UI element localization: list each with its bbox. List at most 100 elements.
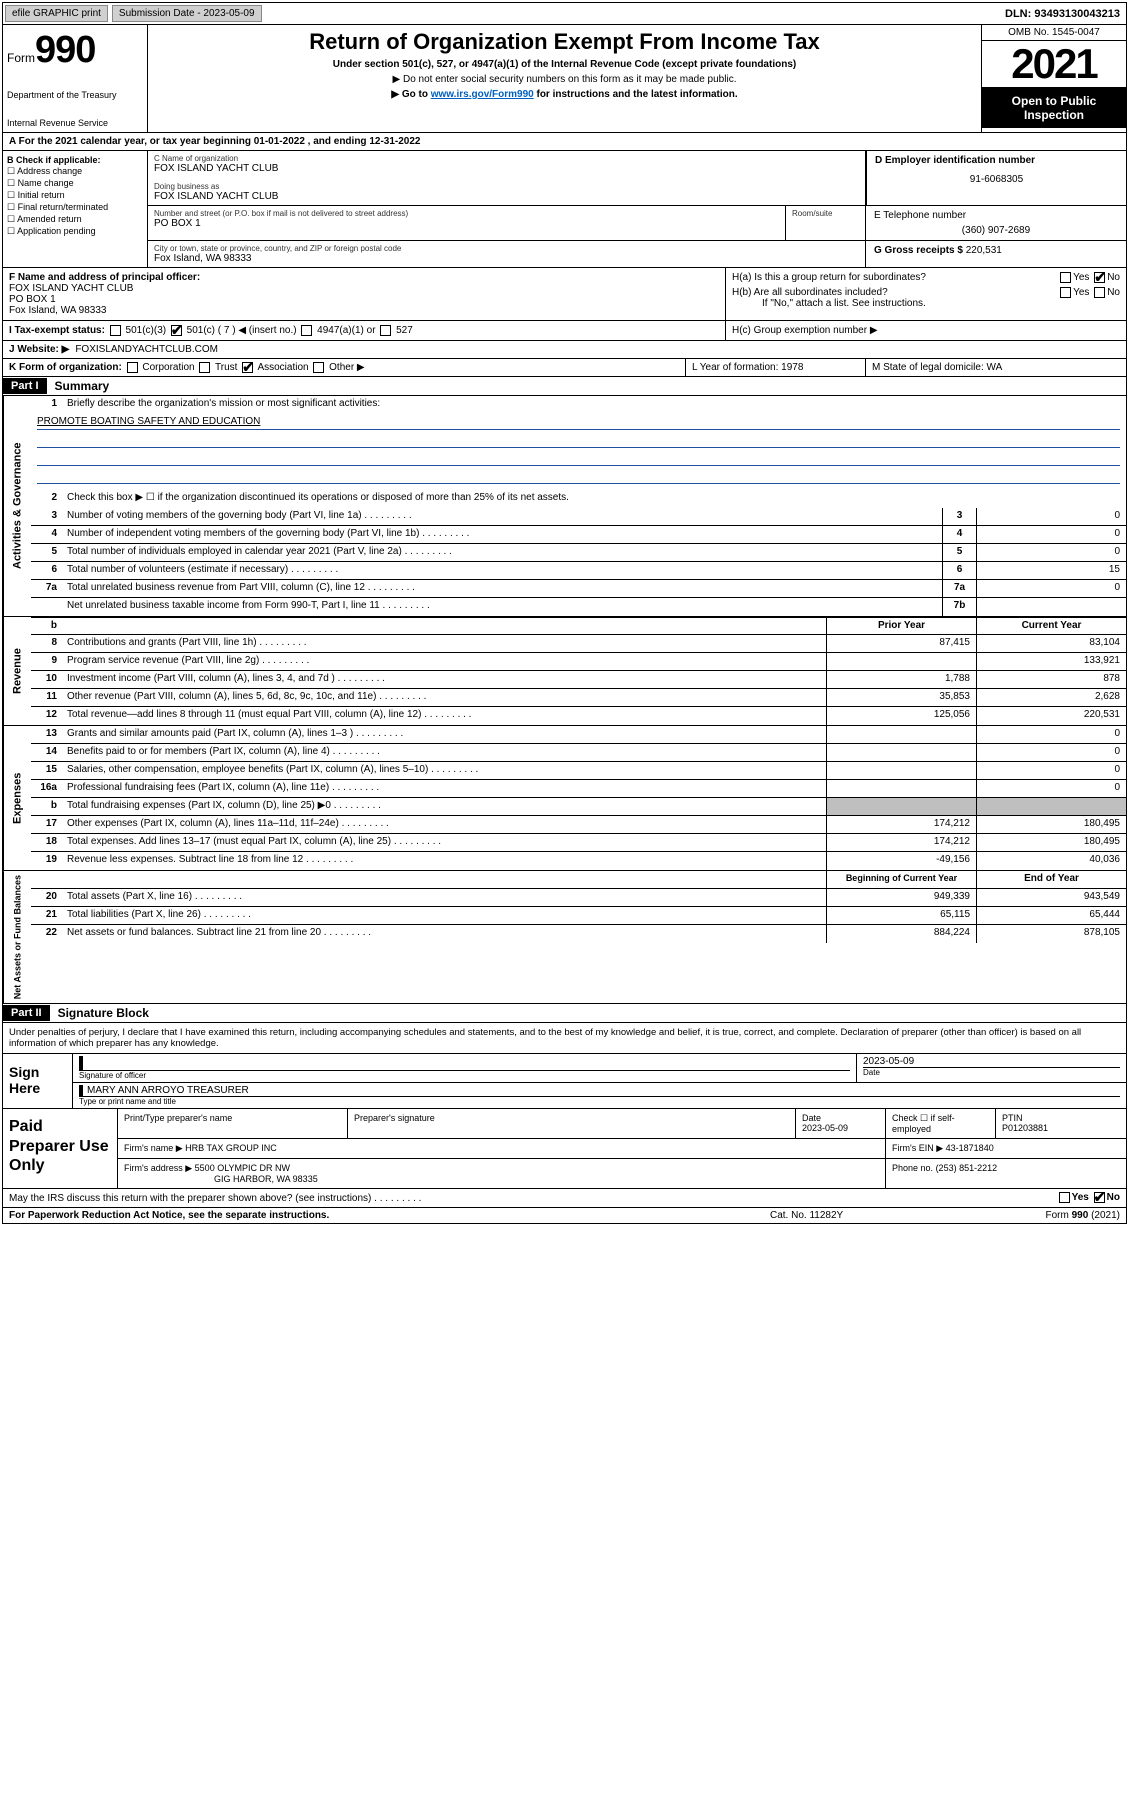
officer-addr2: Fox Island, WA 98333 bbox=[9, 305, 719, 316]
sig-officer-label: Signature of officer bbox=[79, 1070, 850, 1080]
note-link-post: for instructions and the latest informat… bbox=[534, 89, 738, 100]
line-2-text: Check this box ▶ ☐ if the organization d… bbox=[63, 490, 1126, 508]
firm-name: HRB TAX GROUP INC bbox=[185, 1143, 277, 1153]
prep-date: 2023-05-09 bbox=[802, 1123, 848, 1133]
check-self-employed[interactable]: Check ☐ if self-employed bbox=[886, 1109, 996, 1138]
footer-left: For Paperwork Reduction Act Notice, see … bbox=[9, 1210, 770, 1221]
summary-row: 16aProfessional fundraising fees (Part I… bbox=[31, 780, 1126, 798]
chk-name-change[interactable]: ☐ Name change bbox=[7, 178, 143, 189]
col-begin-year: Beginning of Current Year bbox=[826, 871, 976, 888]
section-b: B Check if applicable: ☐ Address change … bbox=[3, 151, 148, 267]
org-name: FOX ISLAND YACHT CLUB bbox=[154, 163, 859, 174]
summary-row: 3Number of voting members of the governi… bbox=[31, 508, 1126, 526]
summary-row: 8Contributions and grants (Part VIII, li… bbox=[31, 635, 1126, 653]
ptin-value: P01203881 bbox=[1002, 1123, 1048, 1133]
header-left: Form990 Department of the Treasury Inter… bbox=[3, 25, 148, 132]
firm-addr2: GIG HARBOR, WA 98335 bbox=[214, 1174, 318, 1184]
efile-print-button[interactable]: efile GRAPHIC print bbox=[5, 5, 108, 22]
sig-date: 2023-05-09 bbox=[863, 1056, 1120, 1067]
form-990-page: efile GRAPHIC print Submission Date - 20… bbox=[2, 2, 1127, 1224]
irs-discuss-no[interactable] bbox=[1094, 1192, 1105, 1203]
revenue-section: Revenue b Prior Year Current Year 8Contr… bbox=[3, 617, 1126, 726]
row-i-hc: I Tax-exempt status: 501(c)(3) 501(c) ( … bbox=[3, 321, 1126, 341]
website-value: FOXISLANDYACHTCLUB.COM bbox=[75, 344, 218, 355]
chk-final-return[interactable]: ☐ Final return/terminated bbox=[7, 202, 143, 213]
chk-501c[interactable] bbox=[171, 325, 182, 336]
tab-activities: Activities & Governance bbox=[3, 396, 31, 616]
chk-assoc[interactable] bbox=[242, 362, 253, 373]
note-ssn: ▶ Do not enter social security numbers o… bbox=[158, 74, 971, 85]
row-i: I Tax-exempt status: 501(c)(3) 501(c) ( … bbox=[3, 321, 726, 340]
summary-row: 7aTotal unrelated business revenue from … bbox=[31, 580, 1126, 598]
col-end-year: End of Year bbox=[976, 871, 1126, 888]
summary-row: 12Total revenue—add lines 8 through 11 (… bbox=[31, 707, 1126, 725]
part-1-title: Summary bbox=[47, 377, 118, 395]
chk-corp[interactable] bbox=[127, 362, 138, 373]
row-k: K Form of organization: Corporation Trus… bbox=[3, 359, 686, 376]
row-f-h: F Name and address of principal officer:… bbox=[3, 268, 1126, 321]
ptin-label: PTIN bbox=[1002, 1113, 1023, 1123]
part-1-header: Part I Summary bbox=[3, 377, 1126, 396]
section-c: C Name of organization FOX ISLAND YACHT … bbox=[148, 151, 1126, 267]
chk-application-pending[interactable]: ☐ Application pending bbox=[7, 226, 143, 237]
summary-row: 13Grants and similar amounts paid (Part … bbox=[31, 726, 1126, 744]
ha-no[interactable] bbox=[1094, 272, 1105, 283]
dba-value: FOX ISLAND YACHT CLUB bbox=[154, 191, 859, 202]
dba-label: Doing business as bbox=[154, 182, 859, 191]
part-2-header: Part II Signature Block bbox=[3, 1004, 1126, 1023]
line-1-text: Briefly describe the organization's miss… bbox=[63, 396, 1126, 414]
note-link-pre: ▶ Go to bbox=[391, 89, 430, 100]
col-prior-year: Prior Year bbox=[826, 618, 976, 634]
tax-year: 2021 bbox=[982, 41, 1126, 87]
irs-discuss-yes[interactable] bbox=[1059, 1192, 1070, 1203]
mission-line-3 bbox=[37, 452, 1120, 466]
form-title: Return of Organization Exempt From Incom… bbox=[158, 29, 971, 55]
summary-row: Net unrelated business taxable income fr… bbox=[31, 598, 1126, 616]
header-mid: Return of Organization Exempt From Incom… bbox=[148, 25, 981, 132]
chk-other[interactable] bbox=[313, 362, 324, 373]
hb-yes[interactable] bbox=[1060, 287, 1071, 298]
ha-label: H(a) Is this a group return for subordin… bbox=[732, 272, 926, 283]
tax-status-label: I Tax-exempt status: bbox=[9, 325, 105, 336]
sig-date-label: Date bbox=[863, 1067, 1120, 1077]
chk-address-change[interactable]: ☐ Address change bbox=[7, 166, 143, 177]
summary-row: bTotal fundraising expenses (Part IX, co… bbox=[31, 798, 1126, 816]
irs-link[interactable]: www.irs.gov/Form990 bbox=[431, 89, 534, 100]
footer-right: Form 990 (2021) bbox=[970, 1210, 1120, 1221]
firm-addr-label: Firm's address ▶ bbox=[124, 1163, 192, 1173]
irs-label: Internal Revenue Service bbox=[7, 118, 143, 128]
addr-label: Number and street (or P.O. box if mail i… bbox=[154, 209, 779, 218]
mission-line-4 bbox=[37, 470, 1120, 484]
declaration-text: Under penalties of perjury, I declare th… bbox=[3, 1023, 1126, 1054]
chk-amended-return[interactable]: ☐ Amended return bbox=[7, 214, 143, 225]
chk-4947[interactable] bbox=[301, 325, 312, 336]
submission-date-badge: Submission Date - 2023-05-09 bbox=[112, 5, 262, 22]
officer-print-label: Type or print name and title bbox=[79, 1096, 1120, 1106]
summary-row: 19Revenue less expenses. Subtract line 1… bbox=[31, 852, 1126, 870]
chk-501c3[interactable] bbox=[110, 325, 121, 336]
footer-mid: Cat. No. 11282Y bbox=[770, 1210, 970, 1221]
firm-phone: (253) 851-2212 bbox=[936, 1163, 998, 1173]
hb-no[interactable] bbox=[1094, 287, 1105, 298]
chk-initial-return[interactable]: ☐ Initial return bbox=[7, 190, 143, 201]
expenses-section: Expenses 13Grants and similar amounts pa… bbox=[3, 726, 1126, 871]
paid-preparer-block: Paid Preparer Use Only Print/Type prepar… bbox=[3, 1109, 1126, 1189]
mission-text: PROMOTE BOATING SAFETY AND EDUCATION bbox=[37, 416, 1120, 430]
ha-yes[interactable] bbox=[1060, 272, 1071, 283]
section-f: F Name and address of principal officer:… bbox=[3, 268, 726, 320]
summary-row: 20Total assets (Part X, line 16)949,3399… bbox=[31, 889, 1126, 907]
hb-note: If "No," attach a list. See instructions… bbox=[762, 298, 1120, 309]
summary-row: 15Salaries, other compensation, employee… bbox=[31, 762, 1126, 780]
irs-discuss-q: May the IRS discuss this return with the… bbox=[9, 1193, 421, 1204]
chk-trust[interactable] bbox=[199, 362, 210, 373]
col-current-year: Current Year bbox=[976, 618, 1126, 634]
row-l: L Year of formation: 1978 bbox=[686, 359, 866, 376]
dept-label: Department of the Treasury bbox=[7, 90, 143, 100]
row-j: J Website: ▶ FOXISLANDYACHTCLUB.COM bbox=[3, 341, 1126, 359]
firm-name-label: Firm's name ▶ bbox=[124, 1143, 183, 1153]
part-2-badge: Part II bbox=[3, 1005, 50, 1021]
prep-name-hdr: Print/Type preparer's name bbox=[118, 1109, 348, 1138]
officer-addr1: PO BOX 1 bbox=[9, 294, 719, 305]
chk-527[interactable] bbox=[380, 325, 391, 336]
top-bar: efile GRAPHIC print Submission Date - 20… bbox=[3, 3, 1126, 25]
